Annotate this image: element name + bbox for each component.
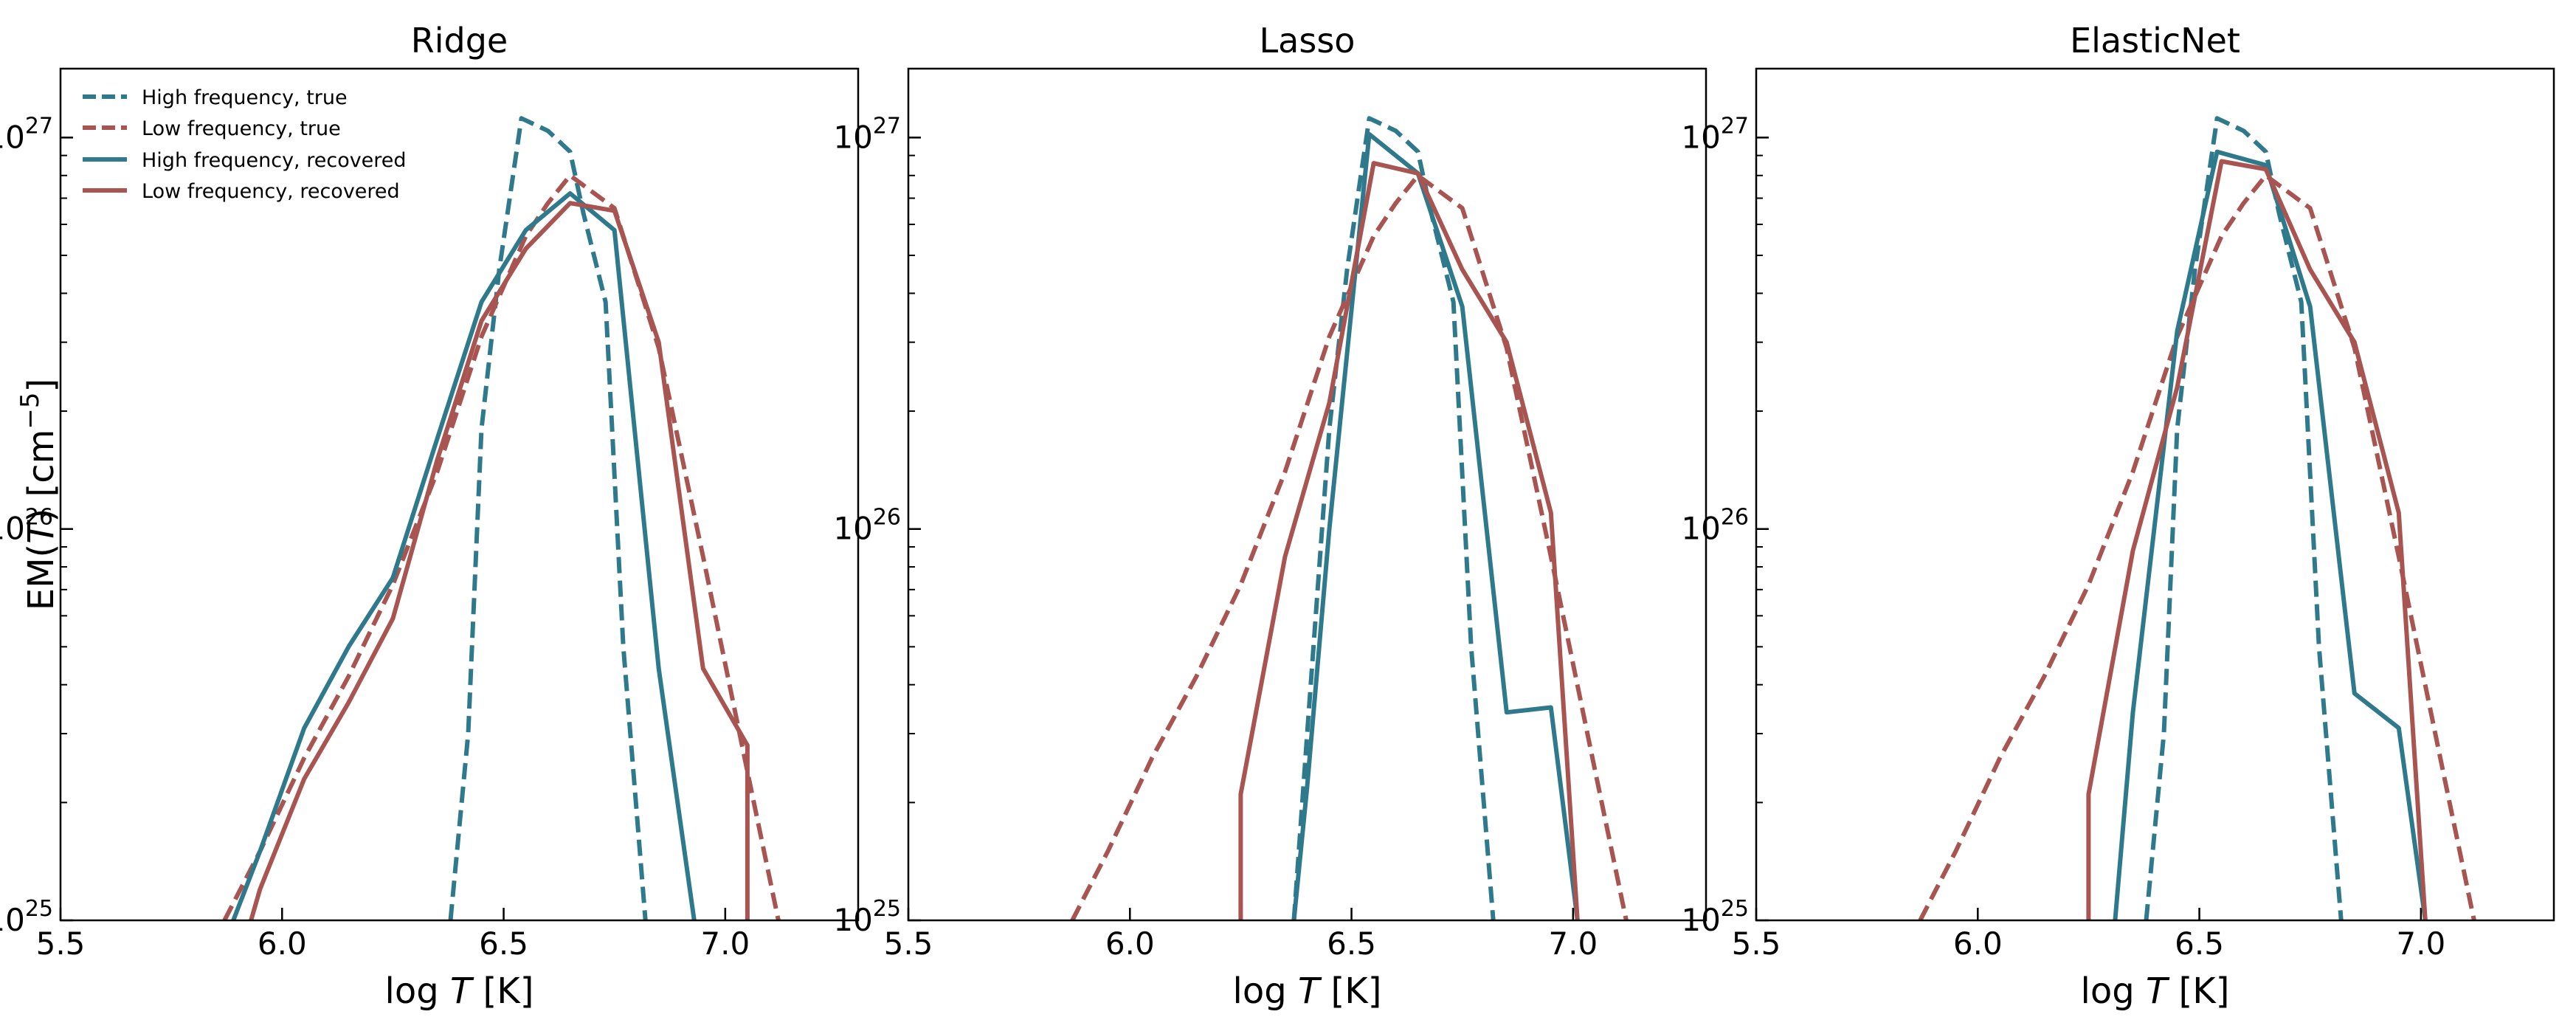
series-line-low-frequency-true [1918,173,2476,920]
x-tick-label: 6.0 [1953,926,2003,962]
x-tick-label: 5.5 [1732,926,1781,962]
y-tick-exponent: 26 [25,505,53,531]
panels: Ridge 1025 1026 1027 5.5 6.0 6.5 7.0 log T [K] Hi… [0,21,2555,1012]
panel-title-elasticnet: ElasticNet [2070,21,2240,61]
x-tick-label: 7.0 [2396,926,2445,962]
x-tick-label: 6.5 [2175,926,2224,962]
series-line-high-frequency-true [1291,116,1496,920]
x-tick-label: 6.5 [479,926,528,962]
x-tick-label: 5.5 [36,926,86,962]
series-line-high-frequency-recovered [231,191,697,920]
legend-label-high-frequency-true: High frequency, true [142,86,348,109]
y-tick-exponent: 25 [1721,896,1749,922]
series-line-low-frequency-true [222,173,781,920]
series-group [1918,116,2476,920]
y-tick-label: 1027 [833,113,901,155]
series-line-high-frequency-true [2144,116,2344,920]
x-tick-label: 7.0 [700,926,750,962]
y-tick-exponent: 27 [25,113,53,139]
series-line-high-frequency-recovered [2113,149,2428,920]
y-tick-label: 1027 [1681,113,1749,155]
legend: High frequency, true Low frequency, true H… [83,86,407,203]
y-tick-exponent: 27 [873,113,901,139]
series-line-low-frequency-recovered [2086,159,2428,920]
series-group [1070,116,1629,920]
axes-frame [1755,67,2555,922]
y-tick-label: 1026 [1681,505,1749,547]
series-group [222,116,781,920]
panel-title-ridge: Ridge [411,21,508,61]
x-tick-label: 6.5 [1327,926,1376,962]
legend-label-low-frequency-recovered: Low frequency, recovered [142,180,400,203]
x-axis-label: log T [K] [2081,971,2230,1012]
x-axis-label: log T [K] [385,971,534,1012]
x-tick-label: 6.0 [258,926,307,962]
series-line-low-frequency-recovered [1238,161,1580,920]
x-tick-label: 5.5 [884,926,933,962]
panel-title-lasso: Lasso [1260,21,1356,61]
axes-frame [907,67,1707,922]
y-tick-exponent: 26 [1721,505,1749,531]
legend-label-low-frequency-true: Low frequency, true [142,117,341,140]
y-tick-exponent: 26 [873,505,901,531]
y-tick-label: 1026 [833,505,901,547]
y-tick-exponent: 25 [873,896,901,922]
y-tick-exponent: 27 [1721,113,1749,139]
panel-lasso: Lasso 1025 1026 1027 5.5 6.0 6.5 7.0 log T [K] [833,21,1707,1012]
x-tick-label: 6.0 [1105,926,1155,962]
y-tick-exponent: 25 [25,896,53,922]
series-line-low-frequency-recovered [249,201,750,920]
x-tick-label: 7.0 [1548,926,1598,962]
series-line-high-frequency-true [448,116,648,920]
axes-frame [59,67,860,922]
legend-label-high-frequency-recovered: High frequency, recovered [142,149,407,172]
y-tick-label: 1025 [833,896,901,938]
series-line-low-frequency-true [1070,173,1629,920]
x-axis-label: log T [K] [1233,971,1382,1012]
